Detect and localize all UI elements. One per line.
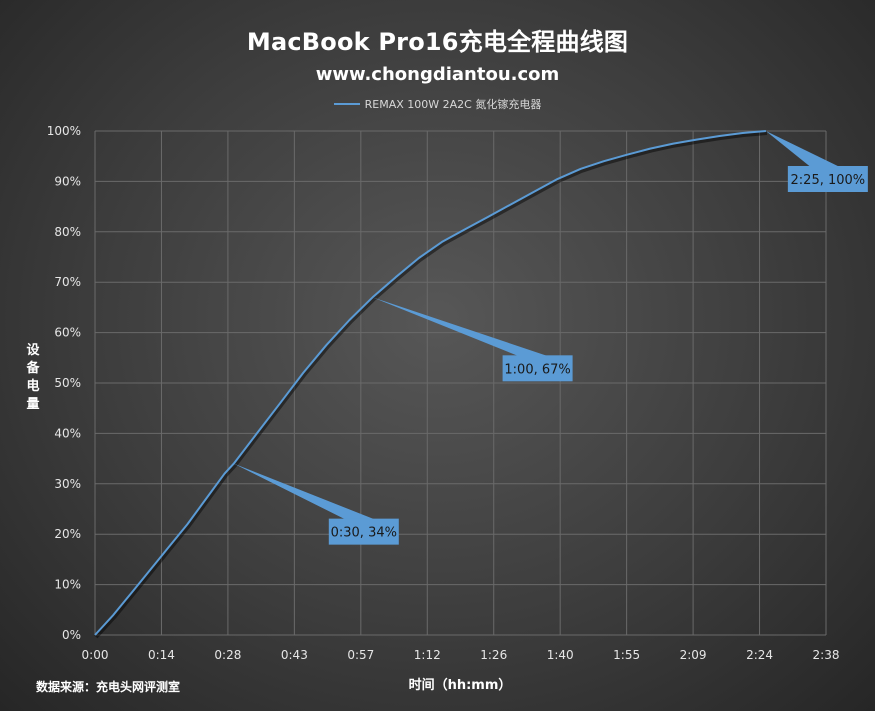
y-tick-label: 60% xyxy=(54,326,81,340)
legend-label: REMAX 100W 2A2C 氮化镓充电器 xyxy=(364,98,542,111)
chart-subtitle: www.chongdiantou.com xyxy=(315,64,560,85)
callout-box xyxy=(502,355,573,382)
y-axis-ticks: 0% 10% 20% 30% 40% 50% 60% 70% 80% 90% 100% xyxy=(47,124,81,642)
x-tick-label: 0:14 xyxy=(148,648,175,662)
series-line-shadow xyxy=(94,131,768,639)
data-callouts: 0:30, 34% 1:00, 67% 2:25, 100% xyxy=(233,131,868,545)
x-tick-label: 0:43 xyxy=(281,648,308,662)
callout-pointer xyxy=(233,463,378,521)
x-tick-label: 1:40 xyxy=(547,648,574,662)
callout-pointer xyxy=(765,131,842,168)
x-tick-label: 2:09 xyxy=(680,648,707,662)
x-tick-label: 0:28 xyxy=(214,648,241,662)
series-line xyxy=(94,130,766,636)
x-tick-label: 1:12 xyxy=(414,648,441,662)
callout-box xyxy=(787,166,868,192)
y-tick-label: 20% xyxy=(54,527,81,541)
callout-label: 0:30, 34% xyxy=(331,526,397,541)
x-tick-label: 2:24 xyxy=(746,648,773,662)
callout-box xyxy=(328,518,399,545)
x-tick-label: 0:00 xyxy=(82,648,109,662)
legend: REMAX 100W 2A2C 氮化镓充电器 xyxy=(0,96,875,112)
grid xyxy=(94,130,827,636)
y-tick-label: 40% xyxy=(54,426,81,440)
y-tick-label: 70% xyxy=(54,275,81,289)
y-axis-label: 设备电量 xyxy=(26,343,40,412)
x-tick-label: 0:57 xyxy=(347,648,374,662)
series-lines xyxy=(94,130,768,639)
x-tick-label: 1:55 xyxy=(613,648,640,662)
x-tick-label: 2:38 xyxy=(813,648,840,662)
callout-label: 2:25, 100% xyxy=(791,173,866,188)
legend-swatch xyxy=(333,103,360,105)
y-tick-label: 0% xyxy=(62,628,81,642)
data-callout: 1:00, 67% xyxy=(372,297,573,382)
y-tick-label: 100% xyxy=(47,124,81,138)
y-tick-label: 80% xyxy=(54,225,81,239)
y-tick-label: 50% xyxy=(54,376,81,390)
callout-pointer xyxy=(372,297,552,358)
data-callout: 2:25, 100% xyxy=(765,131,868,192)
x-axis-ticks: 0:00 0:14 0:28 0:43 0:57 1:12 1:26 1:40 1:55 2:09… xyxy=(82,648,840,662)
x-tick-label: 1:26 xyxy=(480,648,507,662)
y-tick-label: 90% xyxy=(54,174,81,188)
y-tick-label: 10% xyxy=(54,578,81,592)
y-tick-label: 30% xyxy=(54,477,81,491)
source-note: 数据来源：充电头网评测室 xyxy=(36,680,181,694)
x-axis-label: 时间（hh:mm） xyxy=(408,678,512,693)
chart-title: MacBook Pro16充电全程曲线图 xyxy=(246,28,629,56)
callout-label: 1:00, 67% xyxy=(504,362,570,377)
data-callout: 0:30, 34% xyxy=(233,463,399,545)
